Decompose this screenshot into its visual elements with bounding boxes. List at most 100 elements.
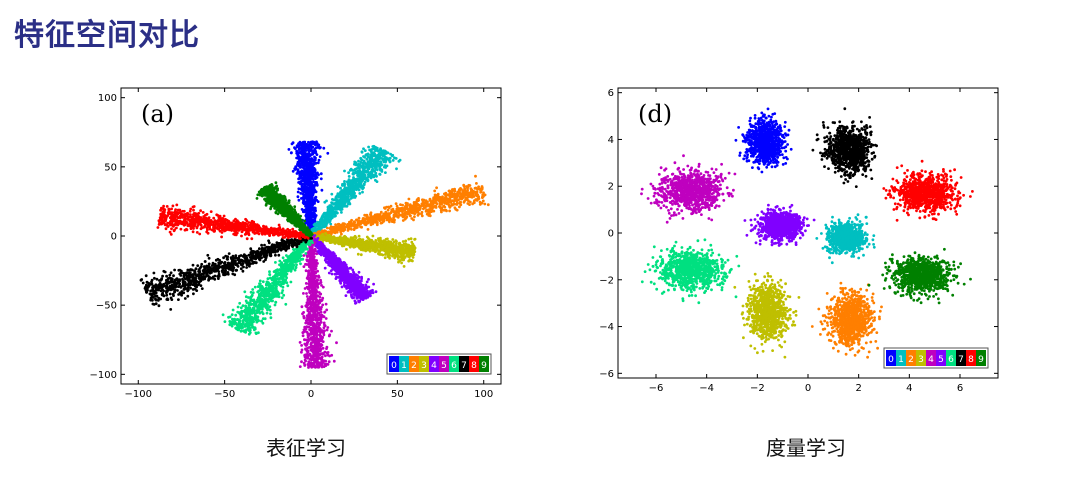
data-point xyxy=(373,248,377,252)
data-point xyxy=(351,172,355,176)
data-point xyxy=(353,181,357,185)
data-point xyxy=(458,195,462,199)
data-point xyxy=(420,203,424,207)
data-point xyxy=(327,260,330,263)
data-point xyxy=(367,218,371,222)
data-point xyxy=(317,158,321,162)
data-point xyxy=(459,200,462,204)
data-point xyxy=(305,201,309,205)
data-point xyxy=(320,225,324,229)
data-point xyxy=(345,280,349,284)
data-point xyxy=(383,206,386,210)
data-point xyxy=(357,234,361,238)
data-point xyxy=(378,152,382,156)
data-point xyxy=(308,217,311,221)
data-point xyxy=(448,193,451,197)
data-point xyxy=(394,244,398,248)
data-point xyxy=(386,237,389,241)
data-point xyxy=(330,214,334,217)
data-point xyxy=(371,241,375,245)
data-point xyxy=(365,164,369,168)
data-point xyxy=(342,281,346,284)
data-point xyxy=(373,158,377,162)
data-point xyxy=(327,234,331,238)
data-point xyxy=(428,197,432,201)
data-point xyxy=(347,286,351,290)
data-point xyxy=(474,190,478,194)
data-point xyxy=(370,171,374,175)
data-point xyxy=(301,144,305,148)
data-point xyxy=(313,168,317,171)
data-point xyxy=(315,224,319,228)
data-point xyxy=(395,240,398,243)
data-point xyxy=(365,178,369,182)
data-point xyxy=(429,201,433,205)
data-point xyxy=(331,268,334,271)
data-point xyxy=(332,252,336,256)
data-point xyxy=(350,195,354,199)
data-point xyxy=(311,151,314,155)
data-point xyxy=(402,249,406,253)
data-point xyxy=(407,197,411,201)
data-point xyxy=(413,215,416,219)
data-point xyxy=(367,145,370,149)
data-point xyxy=(340,189,344,192)
data-point xyxy=(372,282,375,286)
data-point xyxy=(298,142,302,145)
data-point xyxy=(384,150,388,154)
data-point xyxy=(303,178,307,182)
data-point xyxy=(321,214,325,218)
data-point xyxy=(351,285,355,289)
data-point xyxy=(310,177,314,181)
data-point xyxy=(347,180,350,184)
data-point xyxy=(297,177,300,181)
data-point xyxy=(348,227,351,230)
data-point xyxy=(386,216,389,220)
data-point xyxy=(475,182,478,185)
data-point xyxy=(344,263,348,267)
data-point xyxy=(448,197,451,200)
data-point xyxy=(400,258,404,262)
data-point xyxy=(425,208,428,212)
data-point xyxy=(303,154,307,158)
data-point xyxy=(389,250,393,254)
data-point xyxy=(312,188,316,191)
data-point xyxy=(357,223,360,227)
data-point xyxy=(366,228,370,231)
data-point xyxy=(337,242,341,246)
data-point xyxy=(353,223,356,227)
data-point xyxy=(374,162,378,165)
data-point xyxy=(346,195,350,199)
data-point xyxy=(395,210,399,214)
data-point xyxy=(454,192,458,196)
data-point xyxy=(299,191,303,195)
data-point xyxy=(349,192,353,196)
data-point xyxy=(325,218,329,222)
data-point xyxy=(347,175,351,178)
data-point xyxy=(456,190,460,194)
data-point xyxy=(378,215,382,219)
data-point xyxy=(362,248,366,252)
data-point xyxy=(432,209,436,213)
data-point xyxy=(406,212,410,216)
data-point xyxy=(310,206,314,210)
data-point xyxy=(387,219,391,222)
data-point xyxy=(302,189,306,192)
data-point xyxy=(473,199,476,203)
data-point xyxy=(421,198,424,202)
data-point xyxy=(478,200,482,204)
data-point xyxy=(362,217,366,221)
data-point xyxy=(301,178,305,181)
data-point xyxy=(321,346,325,350)
data-point xyxy=(305,221,309,224)
data-point xyxy=(455,208,459,212)
data-point xyxy=(363,286,367,290)
data-point xyxy=(336,192,340,195)
data-point xyxy=(349,185,353,189)
data-point xyxy=(313,222,317,226)
data-point xyxy=(382,213,386,216)
data-point xyxy=(351,281,355,285)
data-point xyxy=(388,242,392,246)
series-0-points xyxy=(287,140,330,238)
data-point xyxy=(348,266,352,270)
